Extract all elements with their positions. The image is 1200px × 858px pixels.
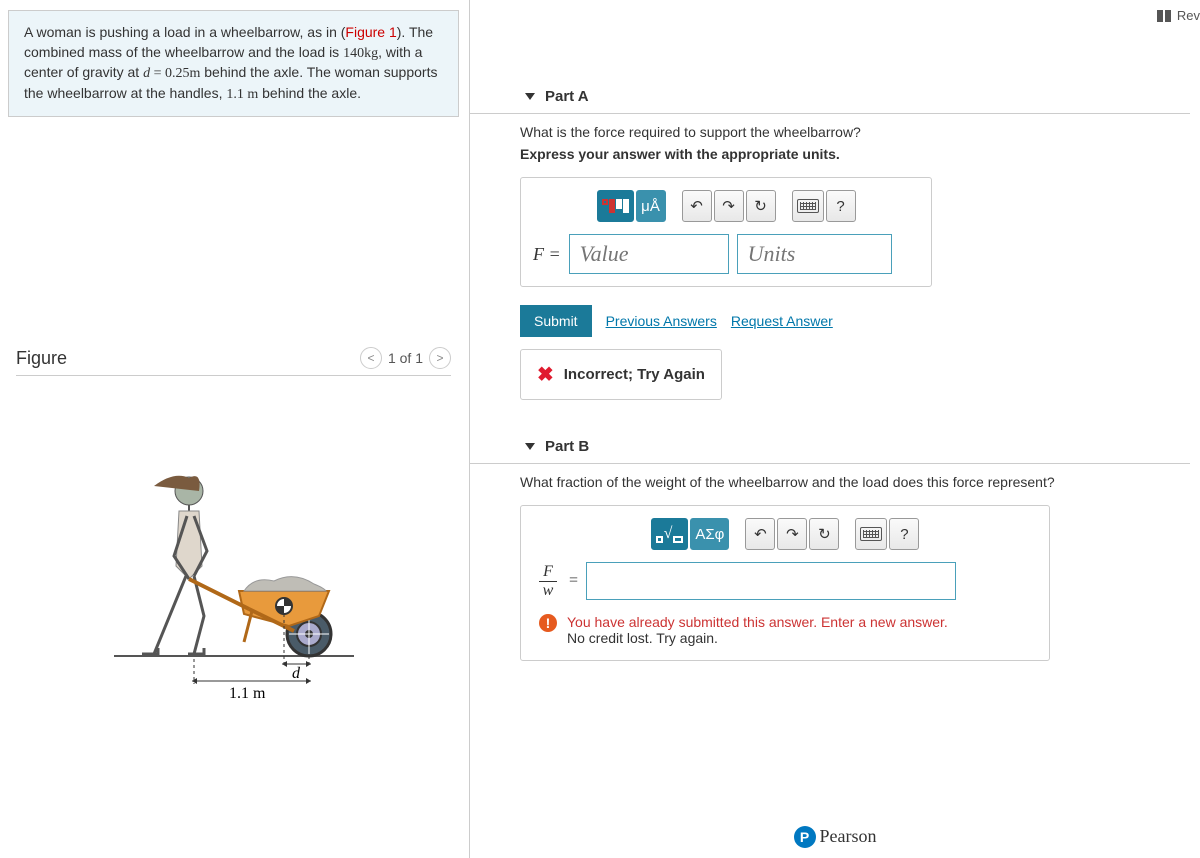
undo-button[interactable]: ↶ (745, 518, 775, 550)
part-a-instruction: Express your answer with the appropriate… (520, 146, 1190, 162)
pearson-logo-icon: P (794, 826, 816, 848)
keyboard-button[interactable] (855, 518, 887, 550)
footer: PPearson (470, 826, 1200, 848)
part-b-answer-box: √ ΑΣφ ↶ ↷ ↻ ? F (520, 505, 1050, 661)
d-var: d (143, 66, 150, 81)
right-panel: Rev Part A What is the force required to… (470, 0, 1200, 858)
problem-statement: A woman is pushing a load in a wheelbarr… (8, 10, 459, 117)
help-button[interactable]: ? (826, 190, 856, 222)
part-a-title: Part A (545, 88, 589, 105)
greek-button[interactable]: ΑΣφ (690, 518, 729, 550)
figure-counter: 1 of 1 (388, 350, 423, 366)
figure-title: Figure (16, 348, 67, 369)
figure-prev-button[interactable]: < (360, 347, 382, 369)
reset-button[interactable]: ↻ (809, 518, 839, 550)
warning-icon: ! (539, 614, 557, 632)
feedback-box: ✖ Incorrect; Try Again (520, 349, 722, 400)
fraction-input[interactable] (586, 562, 956, 600)
templates-button[interactable]: √ (651, 518, 689, 550)
figure-image: d 1.1 m (16, 416, 451, 719)
d-value: = 0.25m (150, 66, 200, 81)
part-b-question: What fraction of the weight of the wheel… (520, 474, 1190, 490)
d-label: d (292, 665, 301, 682)
collapse-icon[interactable] (525, 443, 535, 450)
problem-text: A woman is pushing a load in a wheelbarr… (24, 24, 345, 40)
units-input[interactable] (737, 234, 892, 274)
review-link[interactable]: Rev (1157, 8, 1200, 23)
previous-answers-link[interactable]: Previous Answers (606, 313, 717, 329)
figure-next-button[interactable]: > (429, 347, 451, 369)
part-a-question: What is the force required to support th… (520, 124, 1190, 140)
part-a-answer-box: μÅ ↶ ↷ ↻ ? F = (520, 177, 932, 287)
templates-button[interactable] (597, 190, 634, 222)
undo-button[interactable]: ↶ (682, 190, 712, 222)
warning-text: You have already submitted this answer. … (567, 614, 948, 646)
submit-button[interactable]: Submit (520, 305, 592, 337)
left-panel: A woman is pushing a load in a wheelbarr… (0, 0, 470, 858)
redo-button[interactable]: ↷ (714, 190, 744, 222)
collapse-icon[interactable] (525, 93, 535, 100)
figure-section: Figure < 1 of 1 > (8, 347, 459, 719)
reset-button[interactable]: ↻ (746, 190, 776, 222)
keyboard-button[interactable] (792, 190, 824, 222)
mass-value: 140kg (343, 46, 378, 61)
handle-dist: 1.1 m (226, 87, 258, 102)
problem-text: behind the axle. (258, 85, 361, 101)
fraction-label: F w (539, 563, 557, 600)
request-answer-link[interactable]: Request Answer (731, 313, 833, 329)
incorrect-icon: ✖ (537, 362, 554, 387)
part-b-title: Part B (545, 438, 589, 455)
value-input[interactable] (569, 234, 729, 274)
dim-label: 1.1 m (229, 685, 266, 702)
figure-link[interactable]: Figure 1 (345, 24, 396, 40)
redo-button[interactable]: ↷ (777, 518, 807, 550)
eq-label: F = (533, 244, 561, 265)
help-button[interactable]: ? (889, 518, 919, 550)
feedback-text: Incorrect; Try Again (564, 366, 705, 383)
units-button[interactable]: μÅ (636, 190, 666, 222)
